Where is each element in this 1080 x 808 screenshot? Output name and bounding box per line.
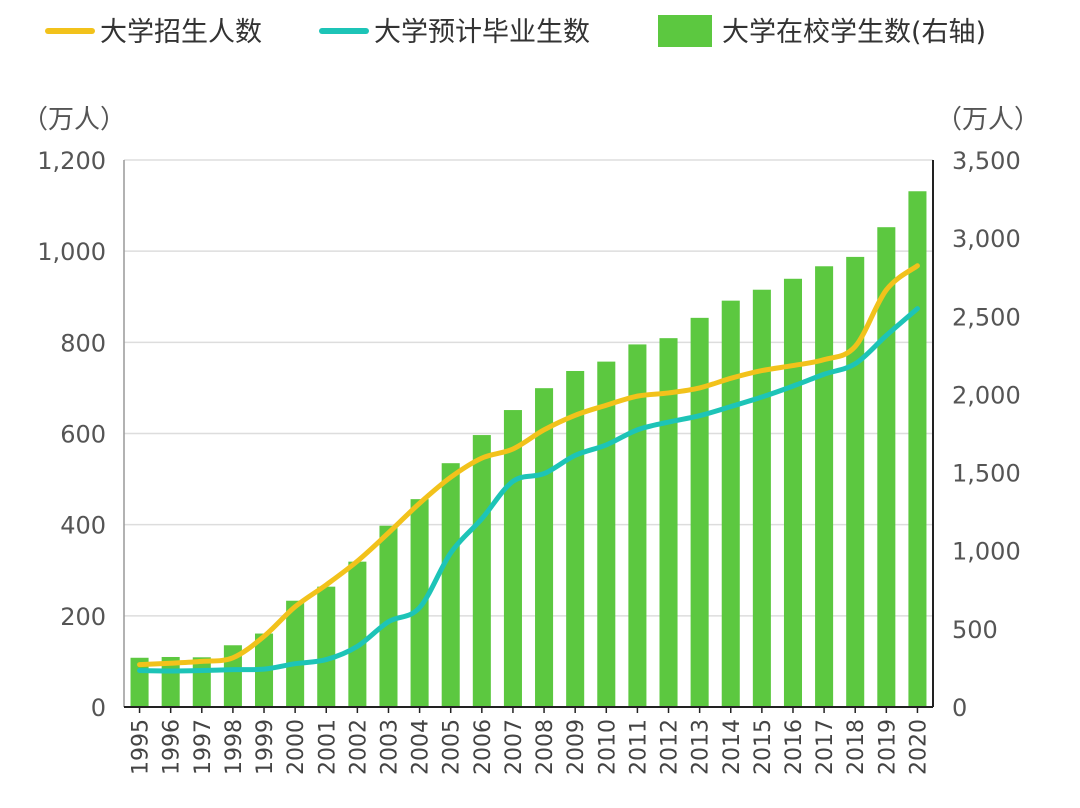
x-tick-label-2000: 2000	[284, 719, 309, 775]
bar-2003	[379, 525, 398, 707]
y-right-tick-label: 3,500	[952, 147, 1021, 175]
bar-1997	[192, 657, 211, 707]
bar-2020	[908, 191, 927, 707]
bar-2015	[752, 289, 771, 707]
x-tick-label-2013: 2013	[689, 719, 714, 775]
x-tick-label-2016: 2016	[782, 719, 807, 775]
y-right-tick-label: 2,500	[952, 303, 1021, 331]
y-right-tick-label: 500	[952, 616, 998, 644]
x-tick-label-2005: 2005	[440, 719, 465, 775]
bar-2001	[317, 586, 336, 707]
legend-item-enrollment: 大学招生人数	[45, 17, 262, 48]
bar-2011	[628, 344, 647, 707]
line-series-0	[137, 263, 920, 668]
y-right-tick-label: 1,500	[952, 460, 1021, 488]
x-tick-label-1998: 1998	[222, 719, 247, 775]
y-right-tick-label: 0	[952, 694, 967, 722]
axes	[123, 160, 934, 713]
bar-2010	[597, 361, 616, 707]
x-tick-label-2020: 2020	[906, 719, 931, 775]
y-right-tick-label: 2,000	[952, 381, 1021, 409]
y-left-tick-label: 600	[60, 421, 106, 449]
x-tick-label-2015: 2015	[751, 719, 776, 775]
bar-2002	[348, 561, 367, 707]
x-tick-label-2001: 2001	[315, 719, 340, 775]
bar-2016	[783, 278, 803, 707]
bar-2013	[690, 317, 709, 707]
line-series-1	[137, 306, 920, 674]
legend-item-students: 大学在校学生数(右轴)	[658, 15, 986, 48]
legend-label-enrollment: 大学招生人数	[100, 17, 262, 48]
x-tick-label-2018: 2018	[844, 719, 869, 775]
x-tick-labels: 1995 1996 1997 1998 1999 2000 2001 2002 2003 2004…	[129, 719, 932, 775]
y-left-tick-label: 200	[60, 603, 106, 631]
legend-label-students: 大学在校学生数(右轴)	[722, 17, 986, 48]
x-tick-label-1997: 1997	[191, 719, 216, 775]
bar-2018	[846, 256, 865, 707]
x-tick-label-2014: 2014	[720, 719, 745, 775]
x-tick-label-1995: 1995	[129, 719, 154, 775]
y-left-tick-label: 1,000	[37, 238, 106, 266]
x-tick-label-2009: 2009	[564, 719, 589, 775]
y-left-tick-label: 0	[91, 694, 106, 722]
x-tick-label-2003: 2003	[377, 719, 402, 775]
y-left-tick-labels: 0 200 400 600 800 1,000 1,200	[37, 147, 106, 722]
y-left-unit: （万人）	[22, 105, 126, 135]
line-series	[137, 263, 920, 674]
x-tick-label-2008: 2008	[533, 719, 558, 775]
y-right-unit: （万人）	[936, 105, 1040, 135]
y-left-tick-label: 400	[60, 512, 106, 540]
bar-2008	[535, 388, 554, 707]
y-left-tick-label: 800	[60, 329, 106, 357]
x-tick-label-2002: 2002	[346, 719, 371, 775]
x-tick-label-2017: 2017	[813, 719, 838, 775]
x-tick-label-2019: 2019	[875, 719, 900, 775]
bar-2017	[815, 266, 834, 707]
bar-2009	[566, 370, 585, 707]
x-tick-label-2004: 2004	[409, 719, 434, 775]
bar-series	[130, 191, 927, 707]
bar-2004	[410, 499, 429, 707]
x-tick-label-1996: 1996	[160, 719, 185, 775]
bar-2014	[721, 300, 740, 707]
bar-2007	[503, 410, 522, 707]
bar-2005	[441, 463, 460, 707]
x-tick-label-2010: 2010	[595, 719, 620, 775]
x-tick-label-2006: 2006	[471, 719, 496, 775]
y-right-tick-labels: 0 500 1,000 1,500 2,000 2,500 3,000 3,500	[952, 147, 1021, 722]
bar-2000	[286, 600, 305, 707]
legend-swatch-students	[658, 15, 712, 47]
bar-2019	[877, 227, 896, 707]
legend-item-graduates: 大学预计毕业生数	[319, 17, 590, 48]
y-right-tick-label: 1,000	[952, 538, 1021, 566]
bar-2006	[472, 435, 491, 707]
x-tick-label-2011: 2011	[626, 719, 651, 775]
x-tick-label-2007: 2007	[502, 719, 527, 775]
y-right-tick-label: 3,000	[952, 225, 1021, 253]
legend: 大学招生人数 大学预计毕业生数 大学在校学生数(右轴)	[45, 15, 986, 48]
y-left-tick-label: 1,200	[37, 147, 106, 175]
x-tick-label-2012: 2012	[658, 719, 683, 775]
legend-label-graduates: 大学预计毕业生数	[374, 17, 590, 48]
x-tick-label-1999: 1999	[253, 719, 278, 775]
gridlines	[124, 159, 933, 617]
bar-2012	[659, 338, 678, 707]
